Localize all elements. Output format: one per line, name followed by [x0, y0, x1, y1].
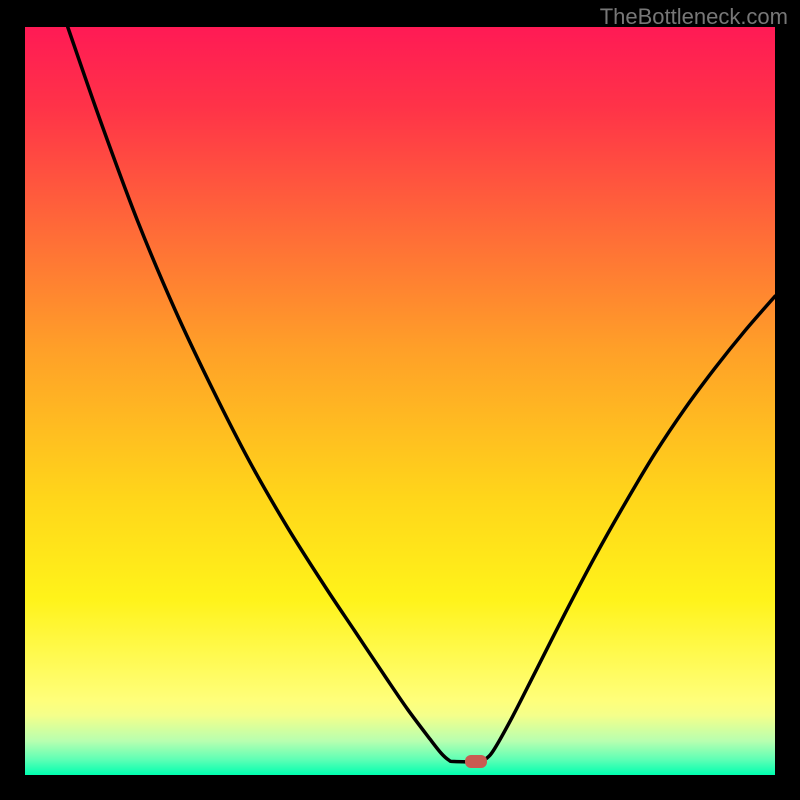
curve-path	[68, 27, 775, 762]
plot-area	[25, 27, 775, 775]
chart-frame: TheBottleneck.com	[0, 0, 800, 800]
bottleneck-marker	[465, 755, 487, 768]
watermark-text: TheBottleneck.com	[600, 4, 788, 30]
bottleneck-curve	[25, 27, 775, 775]
